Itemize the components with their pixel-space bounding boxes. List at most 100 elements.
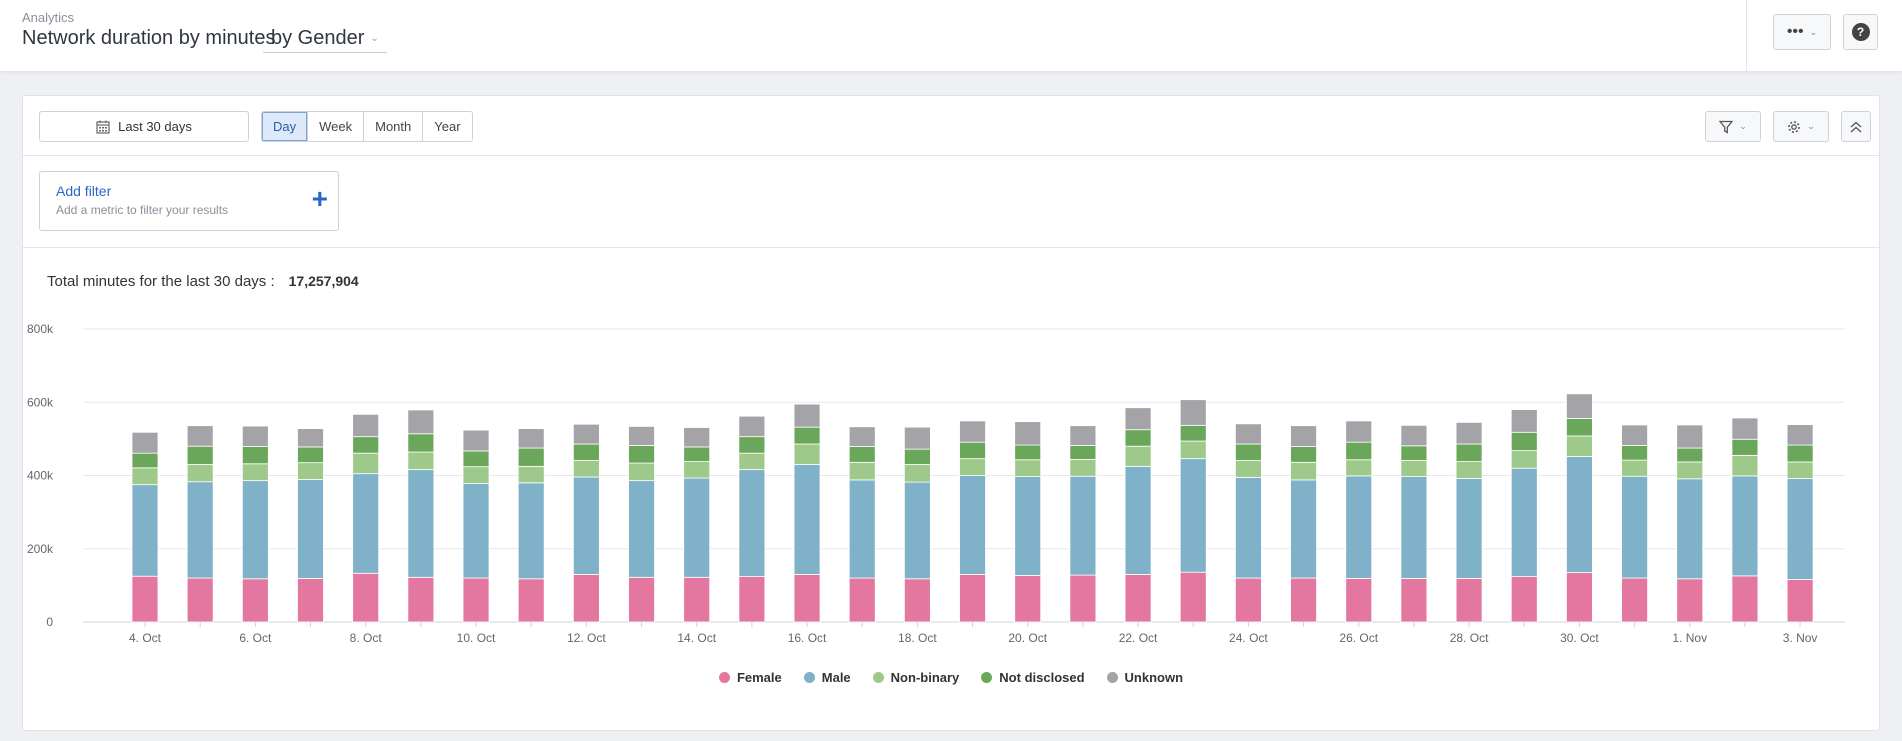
legend-item-non-binary[interactable]: Non-binary <box>872 670 959 685</box>
bar-segment[interactable] <box>1014 459 1042 477</box>
bar-segment[interactable] <box>352 413 380 438</box>
bar-segment[interactable] <box>131 452 159 469</box>
bar-segment[interactable] <box>1345 420 1373 443</box>
bar-segment[interactable] <box>1566 572 1593 623</box>
bar-segment[interactable] <box>1676 424 1704 449</box>
bar-segment[interactable] <box>1731 475 1759 577</box>
bar-segment[interactable] <box>628 426 655 446</box>
bar-segment[interactable] <box>1235 577 1262 623</box>
bar-segment[interactable] <box>793 464 821 575</box>
bar-segment[interactable] <box>1179 399 1207 426</box>
group-by-select[interactable]: by Gender ⌄ <box>263 27 387 53</box>
bar-segment[interactable] <box>1124 465 1152 575</box>
bar-segment[interactable] <box>1179 424 1207 442</box>
bar-segment[interactable] <box>1290 461 1317 481</box>
bar-segment[interactable] <box>1014 421 1042 446</box>
bar-segment[interactable] <box>1621 424 1648 446</box>
bar-segment[interactable] <box>848 461 876 481</box>
bar-segment[interactable] <box>738 436 766 454</box>
period-year-button[interactable]: Year <box>423 112 472 141</box>
bar-segment[interactable] <box>241 463 269 482</box>
bar-segment[interactable] <box>683 461 711 479</box>
bar-segment[interactable] <box>1069 475 1097 576</box>
bar-segment[interactable] <box>628 445 655 464</box>
bar-segment[interactable] <box>1566 417 1593 437</box>
bar-segment[interactable] <box>1069 458 1097 477</box>
bar-segment[interactable] <box>1510 409 1538 433</box>
bar-segment[interactable] <box>1235 476 1262 579</box>
bar-segment[interactable] <box>517 465 545 484</box>
bar-segment[interactable] <box>131 575 159 623</box>
bar-segment[interactable] <box>793 426 821 445</box>
bar-segment[interactable] <box>793 573 821 623</box>
bar-segment[interactable] <box>462 466 490 484</box>
bar-segment[interactable] <box>297 578 324 623</box>
bar-segment[interactable] <box>1731 438 1759 456</box>
bar-segment[interactable] <box>517 428 545 449</box>
bar-segment[interactable] <box>1179 571 1207 623</box>
bar-segment[interactable] <box>1400 460 1428 477</box>
legend-item-not-disclosed[interactable]: Not disclosed <box>981 670 1085 685</box>
bar-segment[interactable] <box>352 572 380 623</box>
bar-segment[interactable] <box>793 443 821 465</box>
bar-segment[interactable] <box>738 469 766 577</box>
bar-segment[interactable] <box>1455 461 1483 479</box>
bar-segment[interactable] <box>297 462 324 480</box>
bar-segment[interactable] <box>1731 417 1759 440</box>
legend-item-male[interactable]: Male <box>803 670 851 685</box>
bar-segment[interactable] <box>1069 425 1097 446</box>
bar-segment[interactable] <box>1455 578 1483 623</box>
bar-segment[interactable] <box>1676 461 1704 480</box>
bar-segment[interactable] <box>572 423 600 445</box>
bar-segment[interactable] <box>352 473 380 574</box>
bar-segment[interactable] <box>297 428 324 448</box>
bar-segment[interactable] <box>683 446 711 462</box>
bar-segment[interactable] <box>1014 444 1042 461</box>
bar-segment[interactable] <box>683 427 711 448</box>
bar-segment[interactable] <box>572 460 600 478</box>
bar-segment[interactable] <box>407 433 435 453</box>
bar-segment[interactable] <box>1124 407 1152 431</box>
bar-segment[interactable] <box>186 445 214 465</box>
bar-segment[interactable] <box>407 409 435 435</box>
bar-segment[interactable] <box>1786 579 1814 623</box>
bar-segment[interactable] <box>1676 578 1704 623</box>
period-day-button[interactable]: Day <box>262 112 309 141</box>
bar-segment[interactable] <box>1290 577 1317 623</box>
more-options-button[interactable]: ••• ⌄ <box>1773 14 1831 50</box>
date-range-button[interactable]: Last 30 days <box>39 111 249 142</box>
bar-segment[interactable] <box>903 464 931 483</box>
bar-segment[interactable] <box>572 573 600 623</box>
bar-segment[interactable] <box>628 576 655 623</box>
bar-segment[interactable] <box>1510 431 1538 451</box>
bar-segment[interactable] <box>1014 575 1042 623</box>
add-filter-button[interactable]: Add filter Add a metric to filter your r… <box>39 171 339 231</box>
bar-segment[interactable] <box>241 425 269 447</box>
bar-segment[interactable] <box>1235 460 1262 478</box>
bar-segment[interactable] <box>959 441 986 460</box>
filter-menu-button[interactable]: ⌄ <box>1705 111 1761 142</box>
bar-segment[interactable] <box>848 426 876 447</box>
bar-segment[interactable] <box>517 447 545 467</box>
bar-segment[interactable] <box>1400 578 1428 623</box>
bar-segment[interactable] <box>1621 577 1648 623</box>
bar-segment[interactable] <box>1786 478 1814 580</box>
bar-segment[interactable] <box>131 431 159 454</box>
bar-segment[interactable] <box>848 577 876 623</box>
bar-segment[interactable] <box>1621 475 1648 579</box>
bar-segment[interactable] <box>1786 461 1814 479</box>
bar-segment[interactable] <box>1400 445 1428 461</box>
bar-segment[interactable] <box>1676 478 1704 580</box>
bar-segment[interactable] <box>1124 573 1152 623</box>
bar-segment[interactable] <box>1786 444 1814 463</box>
bar-segment[interactable] <box>848 446 876 463</box>
bar-segment[interactable] <box>462 450 490 468</box>
bar-segment[interactable] <box>1014 476 1042 576</box>
bar-segment[interactable] <box>1069 445 1097 460</box>
bar-segment[interactable] <box>131 484 159 577</box>
bar-segment[interactable] <box>1676 447 1704 463</box>
bar-segment[interactable] <box>1400 476 1428 579</box>
legend-item-unknown[interactable]: Unknown <box>1106 670 1183 685</box>
bar-segment[interactable] <box>186 425 214 447</box>
bar-segment[interactable] <box>462 483 490 579</box>
